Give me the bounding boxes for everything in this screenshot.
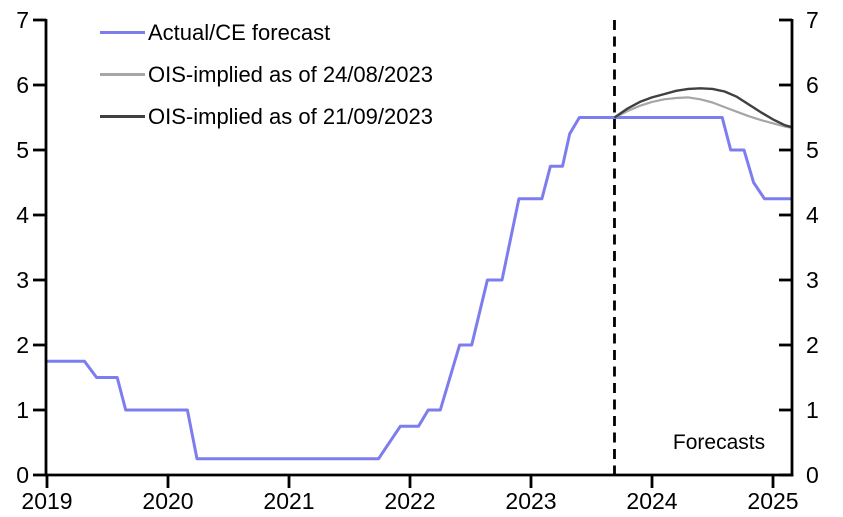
y-axis-right-label: 0	[806, 462, 819, 488]
y-axis-left-label: 4	[16, 202, 29, 228]
forecasts-annotation: Forecasts	[672, 431, 766, 454]
y-axis-right-label: 5	[806, 137, 819, 163]
y-axis-left-label: 0	[16, 462, 29, 488]
series-line-1	[614, 96, 793, 129]
legend-label: OIS-implied as of 21/09/2023	[148, 104, 433, 129]
legend-label: Actual/CE forecast	[148, 20, 331, 45]
y-axis-right-label: 1	[806, 397, 819, 423]
series-line-2	[613, 87, 793, 129]
x-axis-label: 2021	[263, 488, 314, 514]
x-axis-label: 2019	[21, 488, 72, 514]
legend-item-ois-aug: OIS-implied as of 24/08/2023	[100, 62, 433, 87]
y-axis-right-label: 2	[806, 332, 819, 358]
x-axis-label: 2023	[505, 488, 556, 514]
legend-line-swatch	[100, 31, 145, 34]
legend-item-ois-sep: OIS-implied as of 21/09/2023	[100, 104, 433, 129]
y-axis-left-label: 2	[16, 332, 29, 358]
chart-legend: Actual/CE forecast OIS-implied as of 24/…	[100, 20, 433, 146]
y-axis-left-label: 1	[16, 397, 29, 423]
legend-label: OIS-implied as of 24/08/2023	[148, 62, 433, 87]
y-axis-right-label: 6	[806, 72, 819, 98]
series-line-0	[47, 116, 793, 461]
y-axis-left-label: 7	[16, 7, 29, 33]
x-axis-label: 2020	[142, 488, 193, 514]
legend-line-swatch	[100, 73, 145, 76]
legend-item-actual: Actual/CE forecast	[100, 20, 433, 45]
y-axis-left-label: 5	[16, 137, 29, 163]
y-axis-right-label: 4	[806, 202, 819, 228]
y-axis-right-label: 3	[806, 267, 819, 293]
y-axis-right-label: 7	[806, 7, 819, 33]
x-axis-label: 2024	[626, 488, 677, 514]
x-axis-label: 2025	[747, 488, 798, 514]
y-axis-left-label: 3	[16, 267, 29, 293]
legend-line-swatch	[100, 115, 145, 118]
x-axis-label: 2022	[384, 488, 435, 514]
y-axis-left-label: 6	[16, 72, 29, 98]
